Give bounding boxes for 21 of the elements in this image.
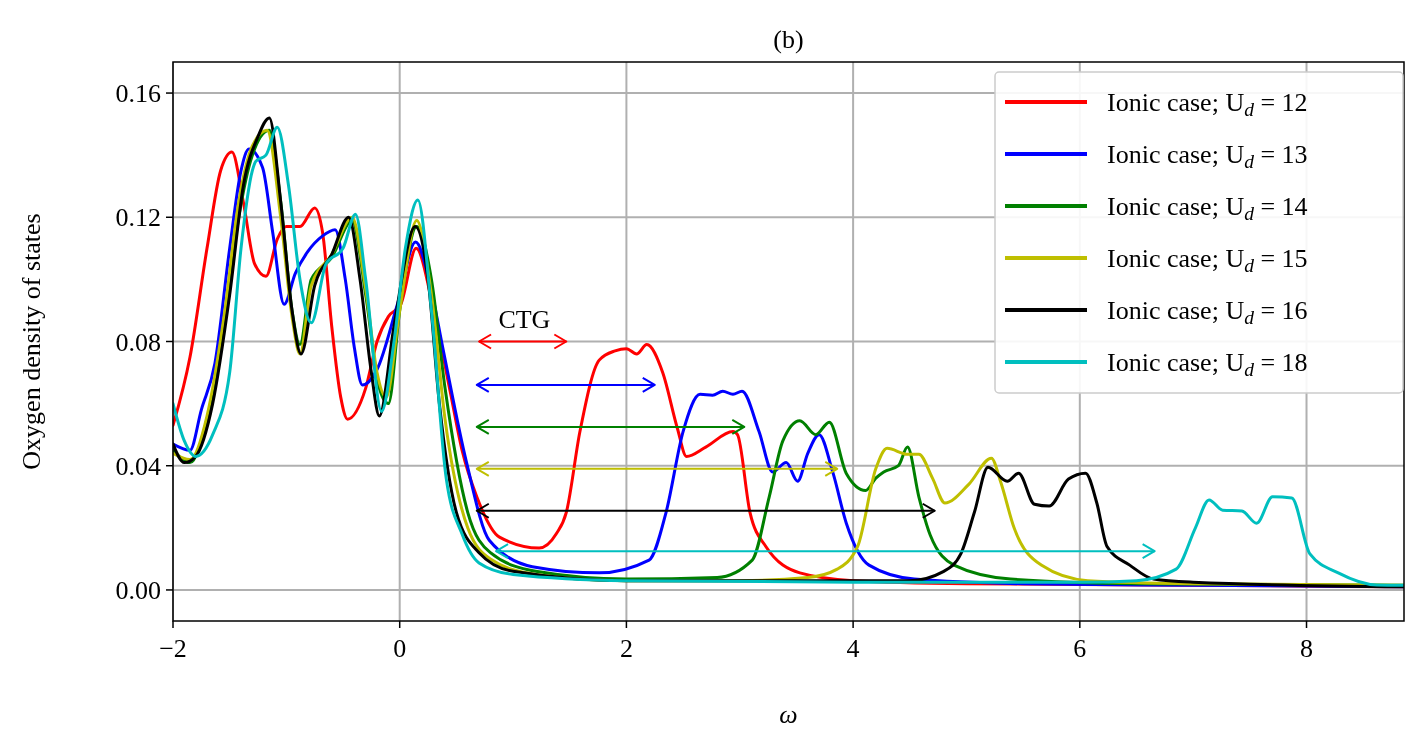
- x-tick-label: 0: [393, 634, 407, 663]
- x-tick-label: 6: [1073, 634, 1087, 663]
- x-tick-label: 2: [619, 634, 633, 663]
- x-tick-label: −2: [159, 634, 187, 663]
- legend-label: Ionic case; U$_{d}$ = 12: [1107, 88, 1308, 120]
- x-axis-title: ω: [779, 700, 798, 729]
- legend-label: Ionic case; U$_{d}$ = 14: [1107, 192, 1308, 224]
- legend-label: Ionic case; U$_{d}$ = 13: [1107, 140, 1308, 172]
- x-tick-label: 4: [846, 634, 860, 663]
- y-tick-label: 0.04: [115, 451, 161, 481]
- annotation: CTG: [498, 304, 551, 334]
- legend-label: Ionic case; U$_{d}$ = 18: [1107, 348, 1308, 380]
- legend-label: Ionic case; U$_{d}$ = 16: [1107, 296, 1308, 328]
- chart-title: (b): [773, 25, 804, 54]
- y-tick-label: 0.16: [115, 79, 161, 109]
- legend-label: Ionic case; U$_{d}$ = 15: [1107, 244, 1308, 276]
- y-axis-title: Oxygen density of states: [17, 213, 46, 470]
- y-tick-label: 0.08: [115, 327, 161, 357]
- y-tick-label: 0.12: [115, 203, 161, 233]
- x-tick-label: 8: [1300, 634, 1314, 663]
- y-tick-label: 0.00: [115, 575, 161, 605]
